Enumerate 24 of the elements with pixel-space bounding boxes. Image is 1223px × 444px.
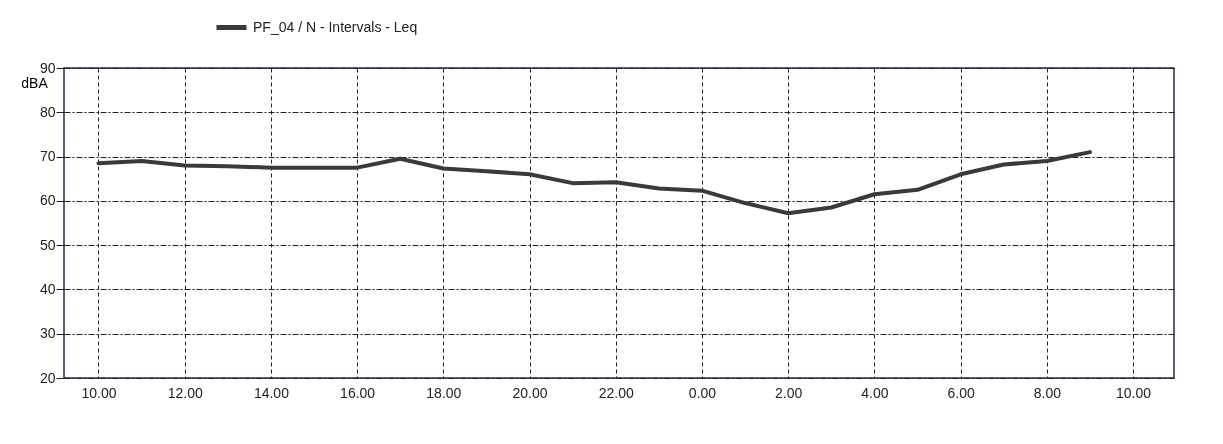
x-tick-label: 18.00 <box>426 384 462 401</box>
x-tick-label: 2.00 <box>775 384 803 401</box>
y-tick-label: 40 <box>39 280 56 297</box>
x-tick-label: 14.00 <box>253 384 290 401</box>
y-tick-label: 20 <box>39 369 56 386</box>
x-tick-label: 10.00 <box>1116 384 1152 401</box>
x-tick-label: 10.00 <box>81 384 117 401</box>
x-tick-label: 4.00 <box>861 384 889 401</box>
y-tick-label: 30 <box>39 325 56 342</box>
y-tick-label: 70 <box>39 148 56 165</box>
line-series <box>96 150 1092 216</box>
x-tick-label: 20.00 <box>512 384 548 401</box>
x-tick-label: 6.00 <box>947 384 975 401</box>
x-tick-label: 12.00 <box>167 384 203 401</box>
y-tick-label: 60 <box>39 192 56 209</box>
y-axis-title: dBA <box>21 74 49 91</box>
y-tick-label: 50 <box>39 236 56 253</box>
x-tick-label: 22.00 <box>598 384 634 401</box>
legend-label: PF_04 / N - Intervals - Leq <box>253 18 418 35</box>
x-tick-label: 16.00 <box>340 384 376 401</box>
x-tick-label: 0.00 <box>688 384 717 401</box>
y-tick-label: 90 <box>39 59 56 76</box>
x-tick-label: 8.00 <box>1033 384 1062 401</box>
y-tick-label: 80 <box>39 103 56 120</box>
